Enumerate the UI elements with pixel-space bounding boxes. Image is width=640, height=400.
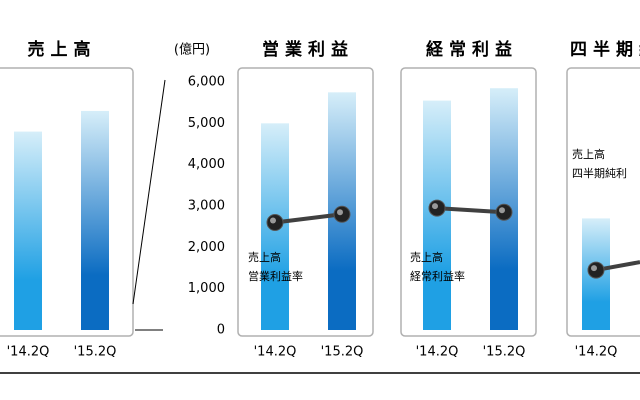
bar [81, 110, 109, 330]
annotation: 四半期純利 [572, 166, 627, 180]
y-tick-label: 6,000 [188, 75, 225, 90]
marker-highlight [499, 207, 505, 214]
y-tick-label: 5,000 [188, 116, 225, 131]
annotation: 経常利益率 [410, 269, 465, 283]
marker-highlight [270, 217, 276, 224]
panel-title: 営業利益 [262, 39, 354, 60]
x-tick-label: '14.2Q [7, 345, 50, 360]
annotation: 営業利益率 [248, 269, 303, 283]
y-tick-label: 0 [217, 323, 225, 338]
panel-title: 売上高 [28, 39, 97, 60]
annotation: 売上高 [248, 250, 281, 264]
x-tick-label: '15.2Q [321, 345, 364, 360]
x-tick-label: '15.2Q [483, 345, 526, 360]
marker-highlight [591, 265, 597, 272]
x-tick-label: '14.2Q [416, 345, 459, 360]
x-tick-label: '14.2Q [254, 345, 297, 360]
panel-frame [400, 67, 537, 337]
y-tick-label: 2,000 [188, 240, 225, 255]
annotation: 売上高 [410, 250, 443, 264]
panel-title: 四半期純 [570, 39, 640, 60]
axis-break [132, 79, 166, 305]
x-tick-label: '14.2Q [575, 345, 618, 360]
bar [14, 131, 42, 330]
annotation: 売上高 [572, 147, 605, 161]
panel-frame [0, 67, 134, 337]
line [436, 206, 505, 215]
marker-highlight [432, 203, 438, 210]
marker-highlight [337, 209, 343, 216]
y-axis-unit: (億円) [174, 42, 210, 58]
panel-frame [566, 67, 640, 337]
y-tick-label: 3,000 [188, 199, 225, 214]
y-tick-label: 4,000 [188, 157, 225, 172]
y-tick-label: 1,000 [188, 281, 225, 296]
x-tick-label: '15.2Q [74, 345, 117, 360]
line [274, 212, 343, 225]
panel-frame [237, 67, 374, 337]
panel-title: 経常利益 [426, 39, 518, 60]
